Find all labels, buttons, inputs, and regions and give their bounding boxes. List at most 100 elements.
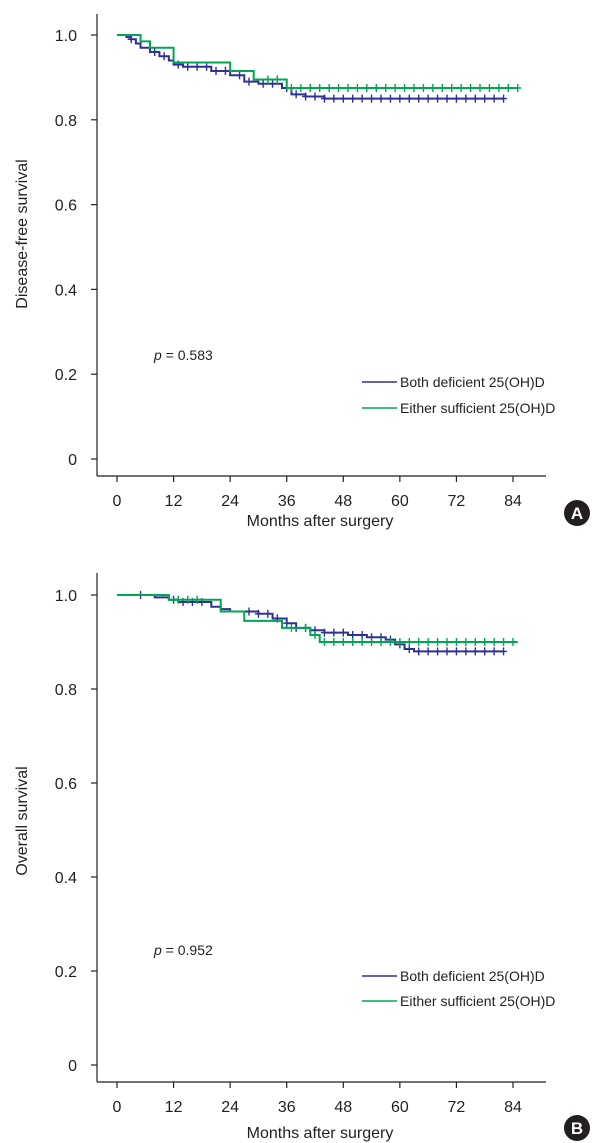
panel-a-censor-mark bbox=[335, 84, 343, 92]
panel-a-censor-mark bbox=[467, 84, 475, 92]
panel-b-legend-label-deficient: Both deficient 25(OH)D bbox=[400, 968, 545, 984]
panel-b-censor-mark bbox=[311, 630, 319, 639]
panel-b-censor-mark bbox=[500, 638, 508, 646]
panel-b-censor-mark bbox=[339, 638, 347, 646]
panel-a-censor-mark bbox=[391, 84, 399, 92]
panel-a-x-tick-label: 24 bbox=[221, 493, 239, 510]
panel-a-label-badge: A bbox=[564, 500, 590, 526]
panel-a-censor-mark bbox=[372, 84, 380, 92]
panel-b-censor-mark bbox=[386, 638, 394, 646]
panel-b-censor-mark bbox=[174, 595, 182, 604]
panel-b-y-tick-label: 0.2 bbox=[55, 964, 77, 981]
panel-a-censor-mark bbox=[151, 47, 159, 56]
panel-a-p-symbol: p bbox=[153, 347, 162, 363]
panel-b-censor-mark bbox=[245, 607, 253, 616]
panel-b-censor-mark bbox=[434, 647, 442, 656]
panel-a-y-tick-label: 0.4 bbox=[55, 282, 77, 299]
panel-b-p-text: = 0.952 bbox=[162, 942, 213, 958]
panel-a-censor-mark bbox=[424, 94, 432, 103]
panel-a-censor-mark bbox=[386, 94, 394, 103]
panel-a-censor-mark bbox=[344, 84, 352, 92]
panel-a-censor-mark bbox=[349, 94, 357, 103]
panel-a-censor-mark bbox=[476, 84, 484, 92]
panel-a-censor-mark bbox=[401, 84, 409, 92]
panel-b-y-tick-label: 1.0 bbox=[55, 588, 77, 605]
panel-a-censor-mark bbox=[311, 92, 319, 101]
panel-a-censor-mark bbox=[504, 84, 512, 92]
panel-a-y-tick-label: 0 bbox=[68, 452, 77, 469]
panel-b-x-tick-label: 60 bbox=[391, 1099, 409, 1116]
panel-b-p-value: p = 0.952 bbox=[153, 942, 213, 958]
panel-a-censor-mark bbox=[434, 94, 442, 103]
panel-b-y-ticks: 0 0.2 0.4 0.6 0.8 1.0 bbox=[55, 588, 97, 1075]
panel-b-censor-mark bbox=[339, 628, 347, 637]
panel-a-censor-mark bbox=[438, 84, 446, 92]
panel-a-censor-mark bbox=[259, 79, 267, 88]
panel-a-legend-label-deficient: Both deficient 25(OH)D bbox=[400, 374, 545, 390]
panel-a-y-axis-title: Disease-free survival bbox=[14, 159, 31, 308]
panel-a-censor-mark bbox=[273, 75, 281, 84]
panel-b-legend-label-sufficient: Either sufficient 25(OH)D bbox=[400, 993, 555, 1009]
panel-a-axes bbox=[96, 14, 546, 477]
panel-b-censor-mark bbox=[320, 628, 328, 637]
panel-b-chart: 0 12 24 36 48 60 72 84 0 0.2 0.4 0.6 0.8 1.0 Months … bbox=[14, 573, 590, 1142]
panel-a-censor-mark bbox=[485, 84, 493, 92]
panel-b-censor-mark bbox=[405, 645, 413, 654]
panel-a-label-text: A bbox=[571, 504, 583, 523]
panel-a-chart: 0 12 24 36 48 60 72 84 0 0.2 0.4 0.6 0.8 1.0 Months … bbox=[14, 14, 590, 530]
panel-a-censor-mark bbox=[353, 84, 361, 92]
panel-a-censor-mark bbox=[377, 94, 385, 103]
panel-a-censor-mark bbox=[236, 71, 244, 80]
panel-b-censor-mark bbox=[330, 628, 338, 637]
panel-a-x-tick-label: 60 bbox=[391, 493, 409, 510]
panel-a-p-value: p = 0.583 bbox=[153, 347, 213, 363]
panel-b-censor-mark bbox=[462, 647, 470, 656]
panel-a-censor-mark bbox=[443, 94, 451, 103]
panel-b-y-tick-label: 0 bbox=[68, 1058, 77, 1075]
panel-a-censor-mark bbox=[330, 94, 338, 103]
panel-a-censor-mark bbox=[462, 94, 470, 103]
panel-a-censor-mark bbox=[419, 84, 427, 92]
panel-a-legend-label-sufficient: Either sufficient 25(OH)D bbox=[400, 400, 555, 416]
panel-b-censor-mark bbox=[471, 647, 479, 656]
panel-a-censor-mark bbox=[495, 84, 503, 92]
panel-a-censor-mark bbox=[306, 84, 314, 92]
panel-a-x-ticks: 0 12 24 36 48 60 72 84 bbox=[113, 476, 522, 510]
panel-b-censor-mark bbox=[283, 619, 291, 628]
panel-b-censor-mark bbox=[302, 623, 310, 632]
panel-b-axes bbox=[96, 573, 546, 1083]
panel-b-label-badge: B bbox=[564, 1115, 590, 1141]
panel-a-y-tick-label: 1.0 bbox=[55, 28, 77, 45]
panel-b-censor-mark bbox=[452, 638, 460, 646]
panel-b-legend: Both deficient 25(OH)D Either sufficient… bbox=[362, 968, 555, 1009]
panel-a-censor-mark bbox=[500, 94, 508, 103]
panel-a-censor-mark bbox=[452, 94, 460, 103]
panel-b-censor-mark bbox=[443, 638, 451, 646]
panel-b-censor-mark bbox=[405, 638, 413, 646]
panel-a-censor-mark bbox=[457, 84, 465, 92]
panel-a-y-ticks: 0 0.2 0.4 0.6 0.8 1.0 bbox=[55, 28, 97, 469]
panel-a-censor-mark bbox=[429, 84, 437, 92]
panel-a-y-tick-label: 0.8 bbox=[55, 113, 77, 130]
panel-a-censor-mark bbox=[320, 94, 328, 103]
panel-a-censor-mark bbox=[490, 94, 498, 103]
panel-a-p-text: = 0.583 bbox=[162, 347, 213, 363]
panel-a-censor-mark bbox=[160, 52, 168, 61]
panel-a-censor-mark bbox=[264, 75, 272, 84]
panel-b-censor-mark bbox=[184, 595, 192, 604]
panel-a-censor-mark bbox=[415, 94, 423, 103]
panel-b-censor-mark bbox=[481, 638, 489, 646]
panel-b-x-tick-label: 36 bbox=[278, 1099, 296, 1116]
panel-b-censor-mark bbox=[349, 638, 357, 646]
panel-b-censor-mark bbox=[443, 647, 451, 656]
panel-a-censor-mark bbox=[325, 84, 333, 92]
panel-a-legend: Both deficient 25(OH)D Either sufficient… bbox=[362, 374, 555, 416]
panel-b-censor-mark bbox=[490, 647, 498, 656]
panel-b-x-tick-label: 24 bbox=[221, 1099, 239, 1116]
panel-a-x-tick-label: 12 bbox=[165, 493, 183, 510]
panel-a-censor-mark bbox=[481, 94, 489, 103]
panel-a-censor-mark bbox=[382, 84, 390, 92]
panel-b-x-tick-label: 12 bbox=[165, 1099, 183, 1116]
panel-b-censor-mark bbox=[287, 623, 295, 632]
